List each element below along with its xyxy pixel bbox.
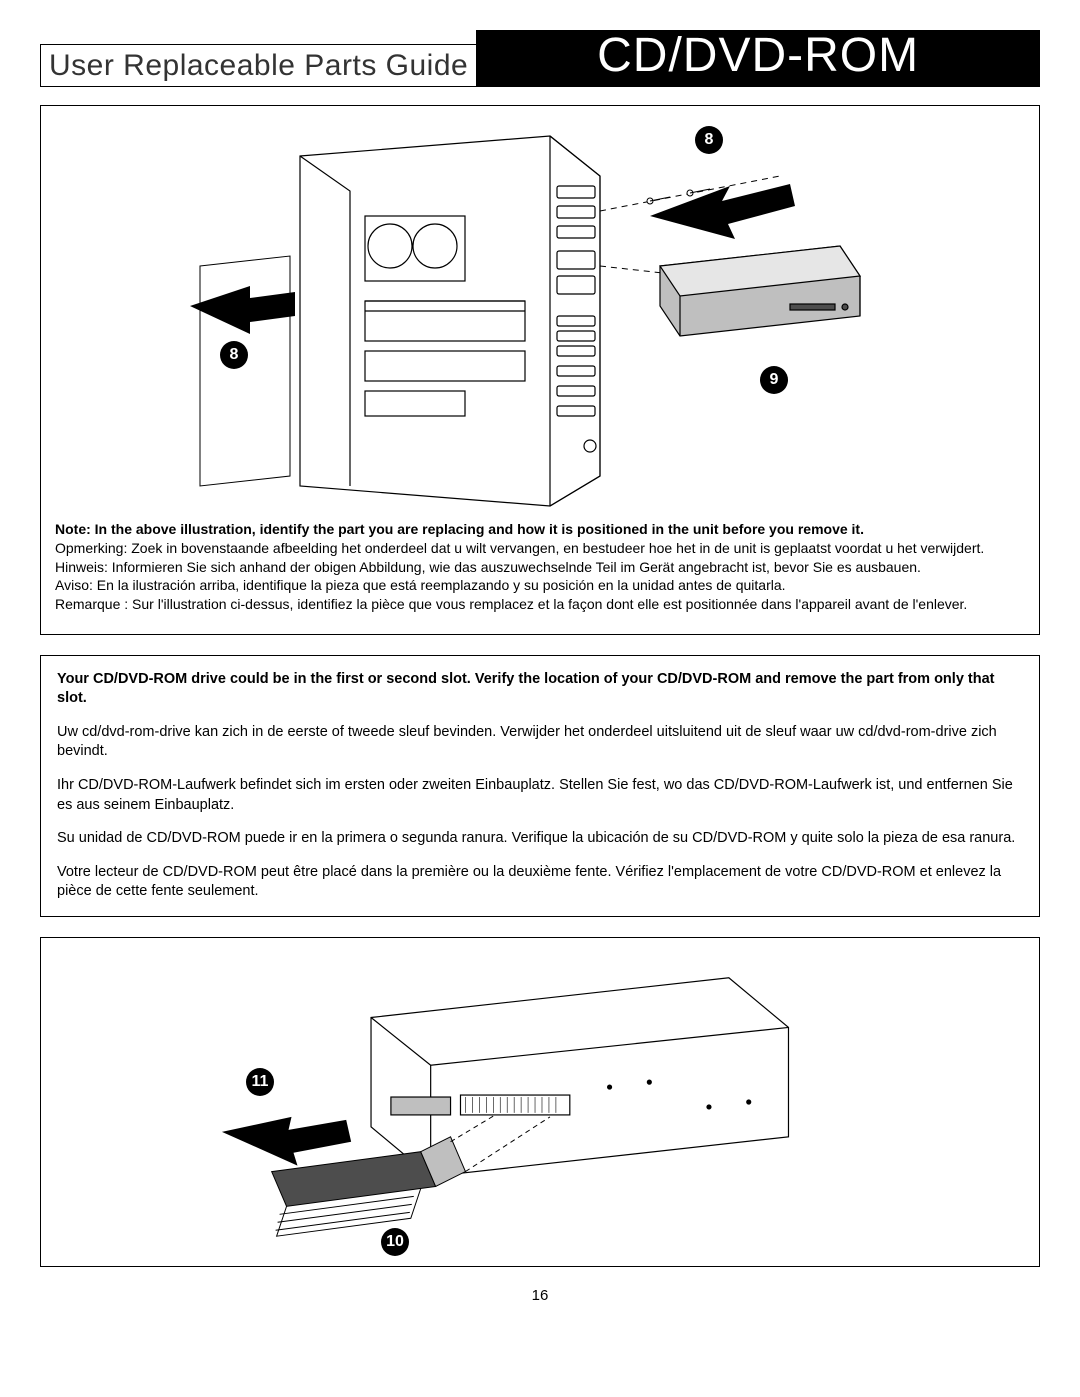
slot-es: Su unidad de CD/DVD-ROM puede ir en la p… xyxy=(57,829,1023,849)
illustration-tower: 8 8 9 xyxy=(55,116,1025,516)
illustration-notes: Note: In the above illustration, identif… xyxy=(55,520,1025,614)
illustration-box-top: 8 8 9 Note: In the above illustration, i… xyxy=(40,105,1040,635)
header-guide-title: User Replaceable Parts Guide xyxy=(40,44,476,87)
slot-nl: Uw cd/dvd-rom-drive kan zich in de eerst… xyxy=(57,723,1023,762)
page-header: User Replaceable Parts Guide CD/DVD-ROM xyxy=(40,30,1040,87)
callout-8-top: 8 xyxy=(695,126,723,154)
slot-de: Ihr CD/DVD-ROM-Laufwerk befindet sich im… xyxy=(57,776,1023,815)
callout-9: 9 xyxy=(760,366,788,394)
note-en: Note: In the above illustration, identif… xyxy=(55,520,1025,539)
note-fr: Remarque : Sur l'illustration ci-dessus,… xyxy=(55,595,1025,614)
note-nl: Opmerking: Zoek in bovenstaande afbeeldi… xyxy=(55,539,1025,558)
callout-8-left: 8 xyxy=(220,341,248,369)
slot-en: Your CD/DVD-ROM drive could be in the fi… xyxy=(57,670,1023,709)
drive-cable-svg xyxy=(41,938,1039,1266)
illustration-box-bottom: 11 10 xyxy=(40,937,1040,1267)
page-number: 16 xyxy=(40,1287,1040,1304)
slot-fr: Votre lecteur de CD/DVD-ROM peut être pl… xyxy=(57,863,1023,902)
callout-11: 11 xyxy=(246,1068,274,1096)
callout-10: 10 xyxy=(381,1228,409,1256)
note-es: Aviso: En la ilustración arriba, identif… xyxy=(55,576,1025,595)
header-section-title: CD/DVD-ROM xyxy=(476,30,1040,87)
tower-svg xyxy=(55,116,1025,516)
slot-info-box: Your CD/DVD-ROM drive could be in the fi… xyxy=(40,655,1040,917)
page: User Replaceable Parts Guide CD/DVD-ROM xyxy=(0,0,1080,1397)
note-de: Hinweis: Informieren Sie sich anhand der… xyxy=(55,558,1025,577)
